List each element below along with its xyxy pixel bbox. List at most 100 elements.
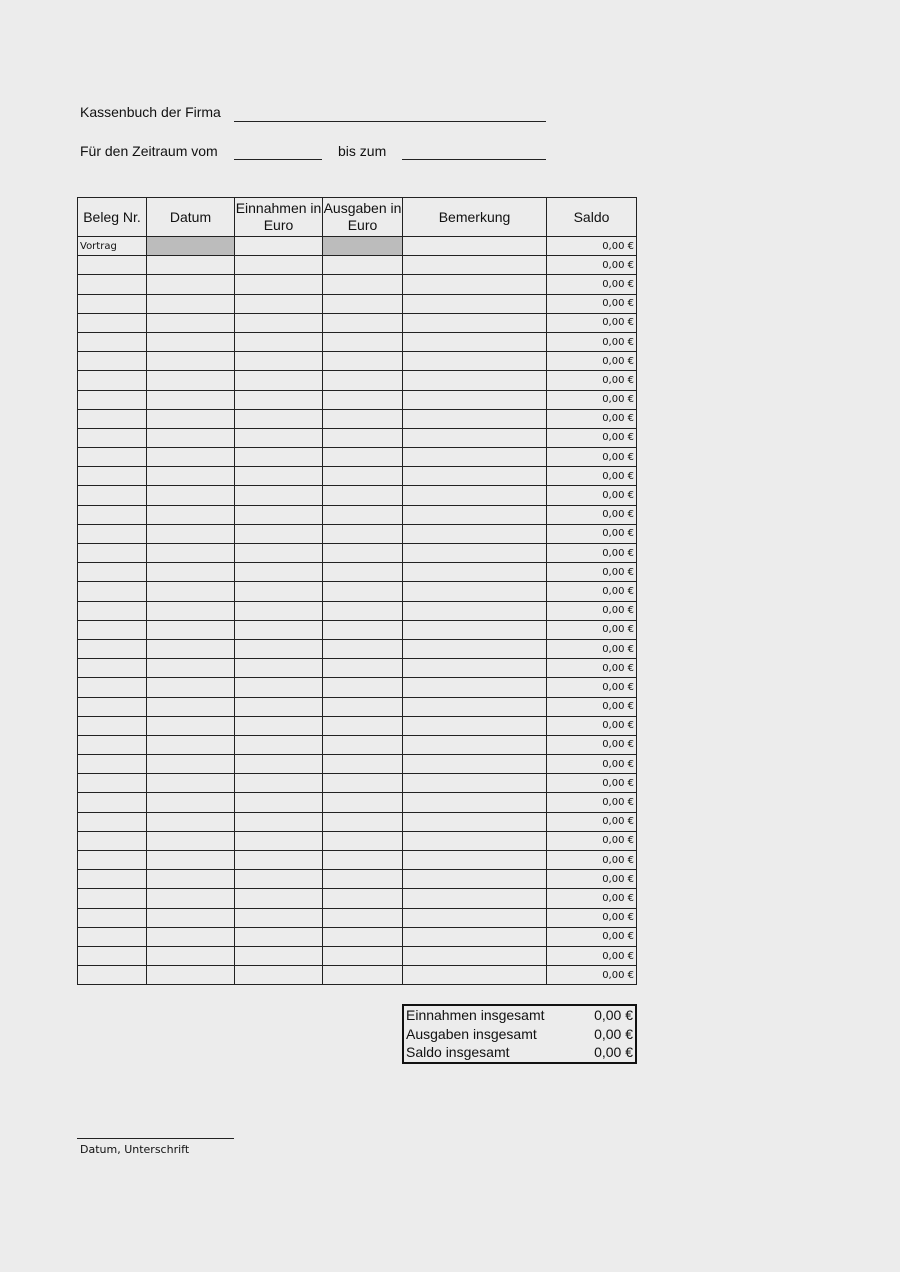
einnahmen-cell[interactable] [234,447,323,468]
beleg-cell[interactable] [77,619,147,640]
ausgaben-cell[interactable] [322,638,403,660]
bemerkung-cell[interactable] [402,542,547,564]
datum-cell[interactable] [146,907,235,928]
einnahmen-cell[interactable] [234,351,323,372]
einnahmen-cell[interactable] [234,331,323,353]
beleg-cell[interactable] [77,389,147,410]
datum-cell[interactable] [146,389,235,410]
einnahmen-cell[interactable] [234,619,323,640]
ausgaben-cell[interactable] [322,485,403,506]
bemerkung-cell[interactable] [402,331,547,353]
ausgaben-cell[interactable] [322,504,403,525]
period-to-line[interactable] [402,159,546,160]
einnahmen-cell[interactable] [234,274,323,295]
bemerkung-cell[interactable] [402,619,547,640]
beleg-cell[interactable] [77,485,147,506]
bemerkung-cell[interactable] [402,581,547,602]
ausgaben-cell[interactable] [322,293,403,314]
ausgaben-cell[interactable] [322,965,403,986]
datum-cell[interactable] [146,562,235,583]
ausgaben-cell[interactable] [322,907,403,928]
bemerkung-cell[interactable] [402,926,547,947]
einnahmen-cell[interactable] [234,677,323,698]
beleg-cell[interactable] [77,466,147,487]
bemerkung-cell[interactable] [402,504,547,525]
datum-cell[interactable] [146,466,235,487]
ausgaben-cell[interactable] [322,888,403,909]
einnahmen-cell[interactable] [234,888,323,909]
datum-cell[interactable] [146,734,235,756]
einnahmen-cell[interactable] [234,830,323,852]
bemerkung-cell[interactable] [402,811,547,832]
bemerkung-cell[interactable] [402,293,547,314]
ausgaben-cell[interactable] [322,562,403,583]
bemerkung-cell[interactable] [402,965,547,986]
ausgaben-cell[interactable] [322,466,403,487]
beleg-cell[interactable] [77,427,147,449]
datum-cell[interactable] [146,945,235,967]
einnahmen-cell[interactable] [234,600,323,621]
ausgaben-cell[interactable] [322,235,403,257]
datum-cell[interactable] [146,715,235,736]
einnahmen-cell[interactable] [234,504,323,525]
bemerkung-cell[interactable] [402,734,547,756]
beleg-cell[interactable] [77,447,147,468]
bemerkung-cell[interactable] [402,773,547,794]
beleg-cell[interactable] [77,754,147,775]
ausgaben-cell[interactable] [322,255,403,276]
bemerkung-cell[interactable] [402,849,547,871]
einnahmen-cell[interactable] [234,849,323,871]
bemerkung-cell[interactable] [402,869,547,890]
bemerkung-cell[interactable] [402,677,547,698]
datum-cell[interactable] [146,447,235,468]
bemerkung-cell[interactable] [402,888,547,909]
bemerkung-cell[interactable] [402,523,547,545]
datum-cell[interactable] [146,408,235,429]
beleg-cell[interactable] [77,945,147,967]
beleg-cell[interactable] [77,849,147,871]
beleg-cell[interactable] [77,581,147,602]
beleg-cell[interactable] [77,638,147,660]
einnahmen-cell[interactable] [234,293,323,314]
bemerkung-cell[interactable] [402,638,547,660]
ausgaben-cell[interactable] [322,370,403,391]
bemerkung-cell[interactable] [402,830,547,852]
einnahmen-cell[interactable] [234,638,323,660]
ausgaben-cell[interactable] [322,792,403,813]
datum-cell[interactable] [146,351,235,372]
ausgaben-cell[interactable] [322,715,403,736]
einnahmen-cell[interactable] [234,734,323,756]
bemerkung-cell[interactable] [402,370,547,391]
bemerkung-cell[interactable] [402,351,547,372]
beleg-cell[interactable] [77,600,147,621]
einnahmen-cell[interactable] [234,658,323,679]
datum-cell[interactable] [146,773,235,794]
beleg-cell[interactable] [77,370,147,391]
bemerkung-cell[interactable] [402,408,547,429]
bemerkung-cell[interactable] [402,255,547,276]
datum-cell[interactable] [146,485,235,506]
einnahmen-cell[interactable] [234,581,323,602]
beleg-cell[interactable] [77,331,147,353]
beleg-cell[interactable] [77,523,147,545]
ausgaben-cell[interactable] [322,427,403,449]
einnahmen-cell[interactable] [234,542,323,564]
datum-cell[interactable] [146,869,235,890]
beleg-cell[interactable] [77,293,147,314]
datum-cell[interactable] [146,658,235,679]
beleg-cell[interactable] [77,408,147,429]
datum-cell[interactable] [146,542,235,564]
datum-cell[interactable] [146,754,235,775]
ausgaben-cell[interactable] [322,734,403,756]
ausgaben-cell[interactable] [322,696,403,717]
beleg-cell[interactable]: Vortrag [77,235,147,257]
bemerkung-cell[interactable] [402,945,547,967]
ausgaben-cell[interactable] [322,945,403,967]
bemerkung-cell[interactable] [402,600,547,621]
datum-cell[interactable] [146,677,235,698]
bemerkung-cell[interactable] [402,715,547,736]
datum-cell[interactable] [146,830,235,852]
ausgaben-cell[interactable] [322,274,403,295]
einnahmen-cell[interactable] [234,312,323,333]
einnahmen-cell[interactable] [234,466,323,487]
